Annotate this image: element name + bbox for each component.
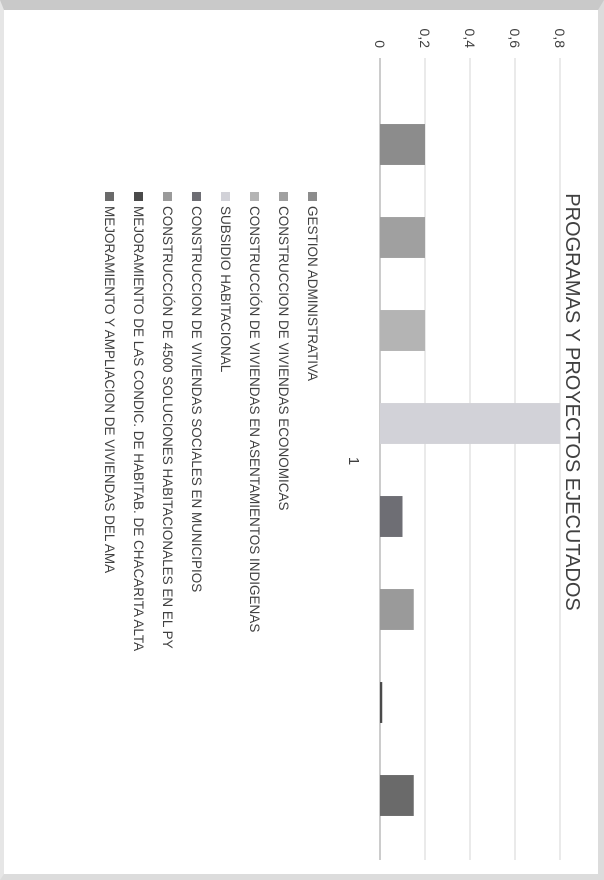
legend-swatch [105,192,114,201]
legend-label: CONSTRUCCION DE VIVIENDAS SOCIALES EN MU… [189,206,204,592]
legend-label: GESTION ADMINISTRATIVA [305,206,320,381]
bar [380,682,383,723]
legend-swatch [163,192,172,201]
bar [380,403,560,444]
legend-label: CONSTRUCCIÓN DE VIVIENDAS EN ASENTAMIENT… [247,206,262,632]
legend-swatch [192,192,201,201]
legend-swatch [221,192,230,201]
legend-swatch [308,192,317,201]
y-tick-label: 0 [372,40,388,48]
y-tick-label: 0,6 [507,29,523,49]
legend-label: CONSTRUCCION DE VIVIENDAS ECONOMICAS [276,206,291,511]
bar [380,589,414,630]
y-tick-label: 0,2 [417,29,433,49]
chart-rotated-group: PROGRAMAS Y PROYECTOS EJECUTADOS 0 0,2 0,4… [102,29,583,860]
x-tick-label: 1 [345,457,362,465]
bar [380,310,425,351]
legend-label: MEJORAMIENTO DE LAS CONDIC. DE HABITAB. … [131,206,146,651]
chart-title: PROGRAMAS Y PROYECTOS EJECUTADOS [561,193,583,611]
bar [380,124,425,165]
gridlines [379,58,561,860]
bar [380,496,403,537]
legend-label: SUBSIDIO HABITACIONAL [218,206,233,373]
legend-swatch [134,192,143,201]
legend: GESTION ADMINISTRATIVA CONSTRUCCION DE VI… [102,192,320,651]
y-tick-label: 0,4 [462,29,478,49]
legend-label: MEJORAMIENTO Y AMPLIACION DE VIVIENDAS D… [102,206,117,573]
bars [380,124,560,816]
y-tick-label: 0,8 [552,29,568,49]
legend-swatch [250,192,259,201]
bar [380,217,425,258]
legend-label: CONSTRUCCIÓN DE 4500 SOLUCIONES HABITACI… [160,206,175,649]
bar [380,775,414,816]
y-tick-labels: 0 0,2 0,4 0,6 0,8 [372,29,568,49]
legend-swatch [279,192,288,201]
